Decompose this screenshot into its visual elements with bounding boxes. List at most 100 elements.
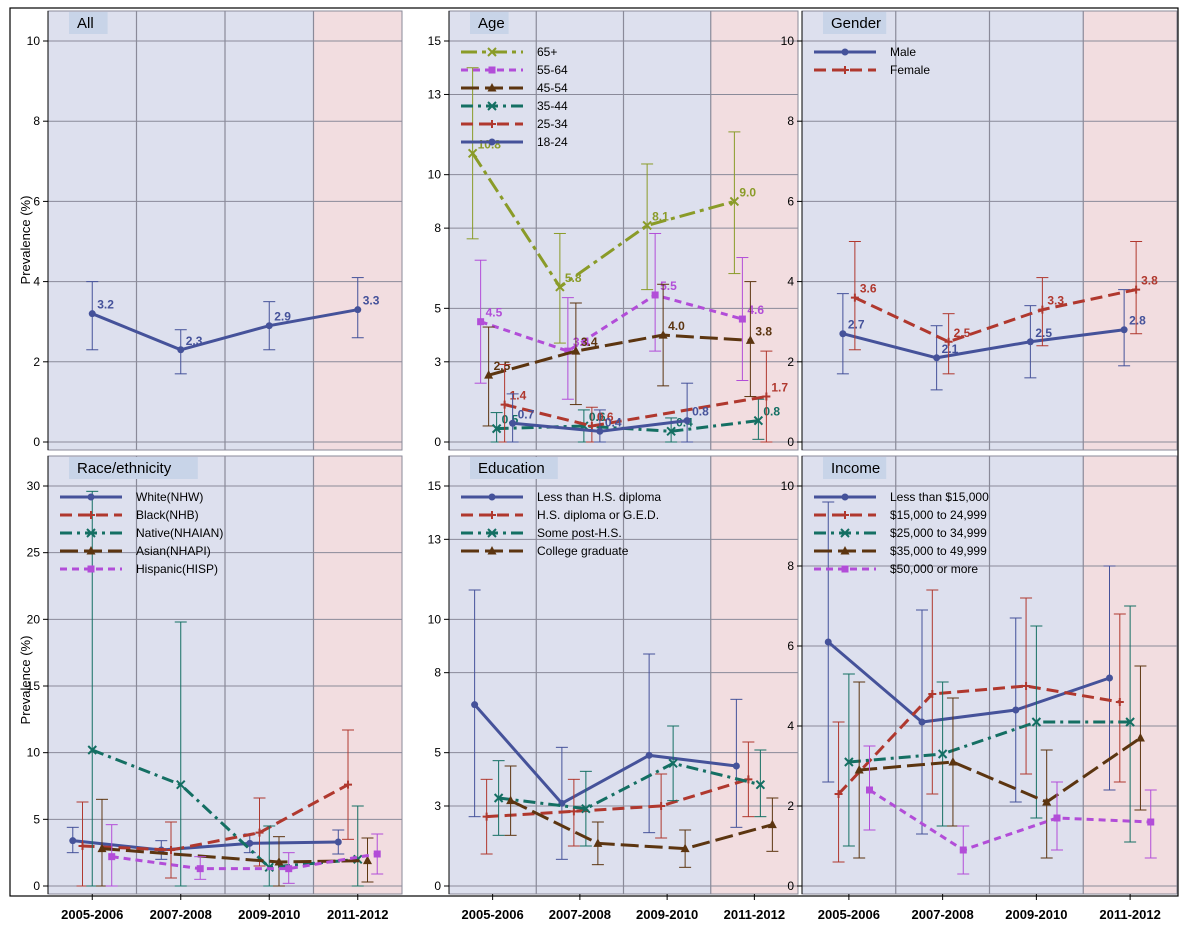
x-tick-label: 2009-2010: [238, 907, 300, 922]
series-line: [82, 783, 349, 852]
data-label: 2.5: [954, 326, 971, 340]
data-point: [265, 322, 273, 330]
series-native-nhaian-: [86, 490, 364, 887]
legend-marker: [487, 546, 497, 555]
series-line: [498, 761, 761, 811]
legend-marker: [841, 66, 849, 74]
data-point: [1053, 814, 1061, 822]
highlight-background: [313, 11, 402, 450]
legend-entry: $15,000 to 24,999: [814, 508, 987, 522]
legend-marker: [488, 66, 496, 74]
data-point: [762, 392, 771, 401]
series-line: [488, 333, 751, 377]
series-line: [859, 736, 1142, 804]
panel-title-tab: [69, 12, 108, 34]
y-tick-label: 4: [33, 275, 40, 289]
legend-label: Female: [890, 63, 930, 77]
legend-entry: Less than H.S. diploma: [461, 490, 661, 504]
data-point: [745, 335, 755, 344]
y-tick-label: 4: [787, 719, 794, 733]
series-h-s-diploma-or-g-e-d-: [480, 741, 755, 855]
series-black-nhb-: [76, 729, 355, 887]
data-point: [732, 762, 740, 770]
data-point: [767, 819, 777, 829]
data-point: [477, 318, 485, 326]
legend-marker: [488, 138, 496, 146]
data-point: [97, 843, 107, 853]
data-point: [354, 306, 362, 314]
y-tick-label: 15: [428, 34, 442, 48]
data-point: [246, 839, 254, 847]
data-point: [645, 751, 653, 759]
series-25-34: 1.4 0.6 1.7: [498, 350, 788, 443]
legend-entry: Female: [814, 63, 930, 77]
data-point: [484, 370, 494, 379]
data-point: [177, 346, 185, 354]
data-point: [564, 347, 572, 355]
series-line: [72, 839, 339, 852]
series-line: [837, 684, 1121, 796]
panel-title: Income: [831, 460, 880, 477]
legend-label: 65+: [537, 45, 557, 59]
data-point: [176, 779, 186, 790]
legend-label: Some post-H.S.: [537, 526, 622, 540]
legend-marker: [87, 511, 95, 519]
series-line: [509, 799, 773, 851]
legend-label: $35,000 to 49,999: [890, 544, 987, 558]
x-tick-label: 2005-2006: [61, 907, 123, 922]
y-tick-label: 2: [787, 799, 794, 813]
data-point: [506, 795, 516, 805]
legend-entry: Less than $15,000: [814, 490, 989, 504]
series-all: 3.2 2.3 2.9 3.3: [86, 277, 380, 375]
data-point: [509, 419, 517, 427]
panel-education: 0 3 5 8 10 13 15 Education 2005-2006 2007-2008 200…: [428, 455, 799, 922]
series-line: [473, 703, 737, 806]
data-point: [753, 415, 764, 426]
y-tick-label: 13: [428, 532, 442, 546]
panel-income: 0 2 4 6 8 10 Income 2005-2006 2007-2008 2009-2010…: [781, 455, 1178, 922]
data-point: [1038, 305, 1047, 314]
data-label: 2.8: [1129, 314, 1146, 328]
data-label: 2.3: [186, 334, 203, 348]
data-point: [642, 220, 652, 231]
series-line: [848, 720, 1131, 764]
panel-title-tab: [823, 457, 887, 479]
data-point: [482, 812, 491, 821]
data-point: [933, 354, 941, 362]
data-point: [850, 293, 859, 302]
data-point: [1115, 698, 1124, 706]
panel-age: 0358101315Age10.85.88.19.04.53.45.54.62.…: [428, 10, 799, 451]
series-less-than-h-s-diploma: [468, 589, 743, 860]
data-point: [69, 837, 77, 845]
y-tick-label: 8: [434, 666, 441, 680]
data-point: [666, 426, 676, 437]
y-tick-label: 13: [428, 87, 442, 101]
series-asian-nhapi-: [95, 798, 374, 887]
data-point: [834, 790, 843, 798]
data-point: [587, 421, 596, 430]
data-label: 1.7: [771, 381, 788, 395]
x-tick-label: 2011-2012: [1099, 907, 1160, 922]
data-point: [78, 842, 87, 850]
y-tick-label: 10: [27, 746, 41, 760]
data-point: [1132, 285, 1141, 294]
legend-entry: College graduate: [461, 544, 629, 558]
data-point: [1022, 682, 1031, 690]
data-label: 2.9: [274, 310, 291, 324]
x-tick-label: 2007-2008: [549, 907, 611, 922]
legend-entry: 45-54: [461, 81, 568, 95]
series-line: [842, 328, 1125, 360]
data-label: 3.3: [363, 294, 380, 308]
data-point: [1135, 733, 1145, 742]
data-point: [918, 718, 926, 726]
panel-background: [449, 456, 711, 894]
legend-entry: 35-44: [461, 99, 568, 113]
data-point: [196, 865, 204, 873]
series-male: 2.7 2.1 2.5 2.8: [836, 289, 1146, 391]
data-label: 3.4: [581, 335, 598, 349]
data-point: [755, 779, 766, 790]
legend-label: Black(NHB): [136, 508, 199, 522]
y-tick-label: 10: [27, 34, 41, 48]
series-line: [480, 293, 743, 353]
data-point: [471, 701, 479, 709]
